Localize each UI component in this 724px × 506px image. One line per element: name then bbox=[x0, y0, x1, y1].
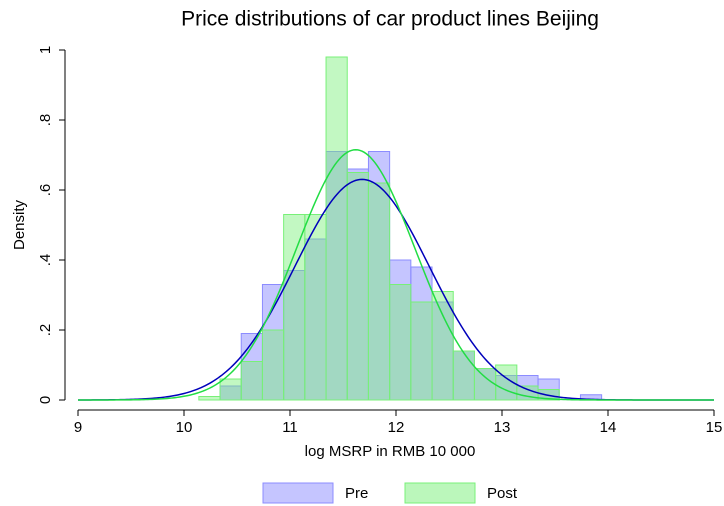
legend-label: Pre bbox=[345, 485, 368, 502]
x-axis-label: log MSRP in RMB 10 000 bbox=[305, 443, 476, 460]
legend-swatch bbox=[404, 482, 476, 504]
histogram-bar bbox=[389, 284, 412, 401]
legend-swatch bbox=[262, 482, 334, 504]
y-tick-label: .6 bbox=[37, 184, 54, 197]
histogram-bar bbox=[304, 214, 327, 401]
x-tick-label: 13 bbox=[494, 419, 511, 436]
x-tick-label: 10 bbox=[176, 419, 193, 436]
histogram-bar bbox=[198, 396, 221, 401]
y-axis-label: Density bbox=[11, 199, 28, 250]
histogram-bar bbox=[240, 361, 263, 401]
chart-title: Price distributions of car product lines… bbox=[181, 8, 599, 31]
x-tick-label: 12 bbox=[388, 419, 405, 436]
x-tick-label: 9 bbox=[74, 419, 82, 436]
histogram-bar bbox=[452, 350, 475, 401]
histogram-bar bbox=[219, 378, 242, 401]
y-tick-label: .8 bbox=[37, 114, 54, 127]
histogram-bar bbox=[325, 56, 348, 401]
x-tick-label: 14 bbox=[600, 419, 617, 436]
y-tick-label: .4 bbox=[37, 254, 54, 267]
histogram-bar bbox=[367, 182, 391, 401]
normal-fit-curve bbox=[78, 149, 714, 401]
histogram-bar bbox=[473, 368, 497, 401]
y-tick-label: 1 bbox=[37, 46, 54, 54]
histogram-bar bbox=[346, 172, 369, 401]
y-tick-label: 0 bbox=[37, 396, 54, 404]
x-tick-label: 15 bbox=[706, 419, 723, 436]
histogram-bar bbox=[283, 214, 306, 401]
histogram-bar bbox=[261, 329, 285, 401]
legend-label: Post bbox=[487, 485, 518, 502]
y-tick-label: .2 bbox=[37, 324, 54, 337]
histogram-bar bbox=[410, 301, 433, 401]
x-tick-label: 11 bbox=[282, 419, 298, 436]
